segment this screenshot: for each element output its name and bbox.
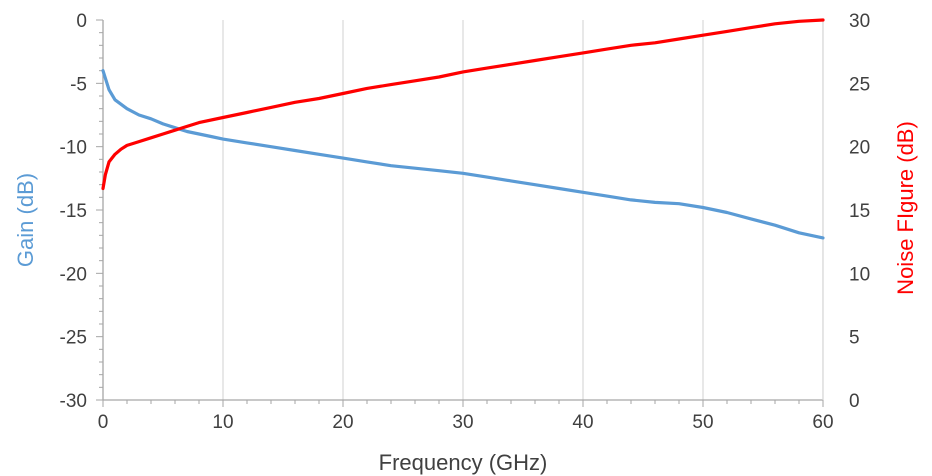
gain-series-line: [101, 69, 825, 240]
x-tick-label: 60: [812, 412, 833, 433]
left-y-tick-label: -5: [70, 74, 87, 95]
axes: [96, 19, 824, 407]
right-y-tick-label: 30: [849, 11, 870, 32]
x-tick-label: 10: [212, 412, 233, 433]
left-y-tick-label: -30: [60, 391, 87, 412]
tick-labels: 0 10 20 30 40 50 600-5-10-15-20-25-30302520151…: [60, 11, 871, 433]
left-y-tick-label: -25: [60, 328, 87, 349]
right-y-tick-label: 5: [849, 328, 860, 349]
right-y-axis-title: Noise FIgure (dB): [893, 121, 918, 295]
x-tick-label: 30: [452, 412, 473, 433]
noise-figure-series-line: [101, 18, 825, 191]
right-y-tick-label: 15: [849, 201, 870, 222]
right-y-tick-label: 20: [849, 138, 870, 159]
grid-lines: [222, 20, 824, 400]
left-y-tick-label: -20: [60, 264, 87, 285]
right-y-tick-label: 0: [849, 391, 860, 412]
right-y-tick-label: 10: [849, 264, 870, 285]
left-y-tick-label: 0: [76, 11, 87, 32]
x-tick-label: 0: [98, 412, 109, 433]
x-axis-title: Frequency (GHz): [379, 450, 548, 475]
x-tick-label: 50: [692, 412, 713, 433]
left-y-tick-label: -15: [60, 201, 87, 222]
left-y-tick-label: -10: [60, 138, 87, 159]
x-tick-label: 40: [572, 412, 593, 433]
series-layer: [101, 18, 825, 240]
right-y-tick-label: 25: [849, 74, 870, 95]
left-y-axis-title: Gain (dB): [13, 173, 38, 267]
x-tick-label: 20: [332, 412, 353, 433]
